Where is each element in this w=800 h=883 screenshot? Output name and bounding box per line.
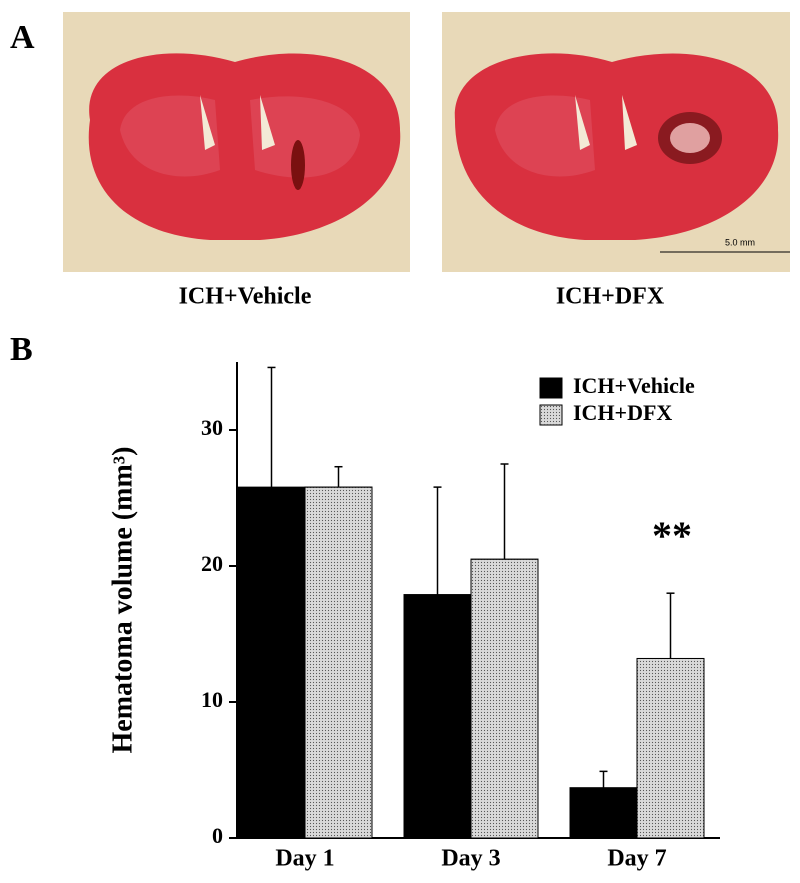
legend-label: ICH+Vehicle xyxy=(573,373,695,398)
scale-bar-label: 5.0 mm xyxy=(725,237,755,247)
y-tick-label: 0 xyxy=(212,823,223,848)
legend-label: ICH+DFX xyxy=(573,400,672,425)
brain-image: 5.0 mm xyxy=(442,12,790,272)
y-tick-label: 20 xyxy=(201,551,223,576)
annotation: ** xyxy=(652,513,692,558)
image-caption: ICH+DFX xyxy=(556,284,665,310)
legend-texture xyxy=(540,405,562,425)
x-tick-label: Day 1 xyxy=(275,846,334,872)
x-tick-label: Day 3 xyxy=(441,846,500,872)
bar-texture xyxy=(636,657,705,839)
panel-label: B xyxy=(10,331,33,368)
bar xyxy=(403,594,472,839)
image-caption: ICH+Vehicle xyxy=(179,284,312,310)
bar xyxy=(237,486,306,839)
brain-image xyxy=(63,12,410,272)
bar xyxy=(569,787,638,839)
y-tick-label: 10 xyxy=(201,687,223,712)
bar-texture xyxy=(304,486,373,839)
panel-label: A xyxy=(10,19,35,56)
y-tick-label: 30 xyxy=(201,415,223,440)
y-axis-label: Hematoma volume (mm³) xyxy=(107,447,138,754)
x-tick-label: Day 7 xyxy=(607,846,666,872)
bar-texture xyxy=(470,558,539,839)
legend-swatch xyxy=(539,377,563,399)
